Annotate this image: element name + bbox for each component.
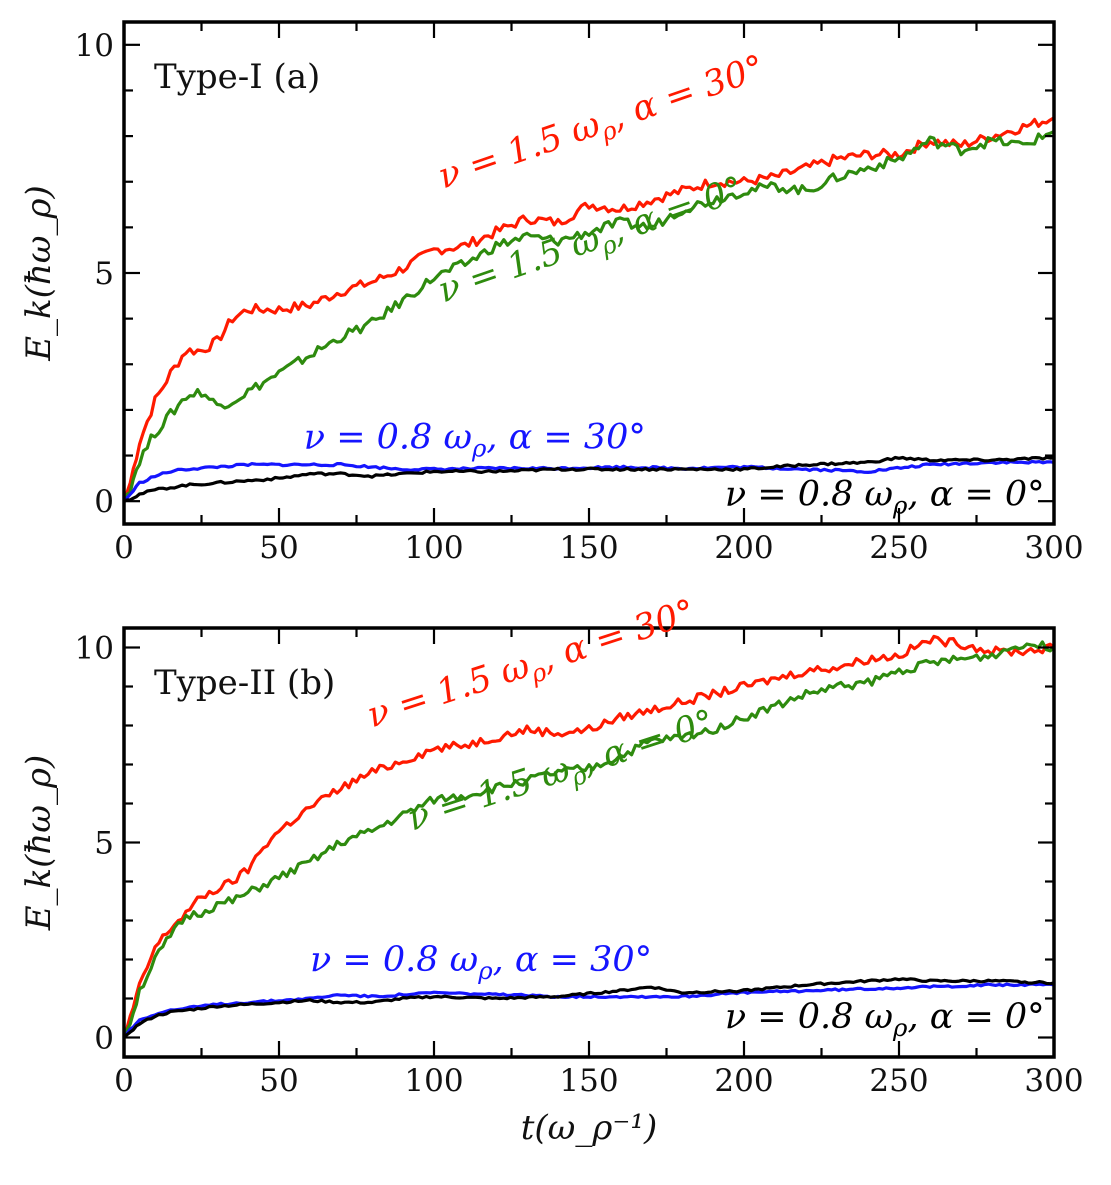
series-line-black [122, 977, 1055, 1039]
y-tick-label: 0 [94, 484, 114, 520]
x-tick-label: 200 [714, 1063, 773, 1099]
y-tick-label: 10 [75, 28, 114, 64]
x-axis-label: t(ω_ρ⁻¹) [521, 1108, 657, 1148]
series-annotation-green: ν = 1.5 ωρ, α = 0° [403, 702, 721, 844]
series-line-green [122, 130, 1055, 502]
x-tick-label: 250 [869, 1063, 928, 1099]
series-annotation-blue: ν = 0.8 ωρ, α = 30° [310, 940, 652, 985]
y-axis-label: E_k(ħω_ρ) [19, 755, 59, 932]
y-tick-label: 0 [94, 1021, 114, 1057]
series-annotation-blue: ν = 0.8 ωρ, α = 30° [304, 418, 646, 463]
x-tick-label: 150 [559, 1063, 618, 1099]
x-tick-label: 0 [114, 530, 134, 566]
series-line-red [122, 634, 1056, 1038]
x-tick-label: 300 [1024, 1063, 1083, 1099]
x-tick-label: 200 [714, 530, 773, 566]
y-tick-label: 5 [94, 256, 114, 292]
x-tick-label: 150 [559, 530, 618, 566]
x-tick-label: 300 [1024, 530, 1083, 566]
panel-type-i: 0 50 100 150 200 250 300 0 5 10 Type-I (a) E_k(ħω_ρ… [19, 20, 1084, 566]
x-tick-label: 50 [259, 530, 298, 566]
series-line-black [123, 455, 1055, 503]
series-line-green [122, 640, 1056, 1039]
x-tick-label: 250 [869, 530, 928, 566]
y-tick-label: 5 [94, 826, 114, 862]
y-axis-label: E_k(ħω_ρ) [19, 185, 59, 362]
series-annotation-black: ν = 0.8 ωρ, α = 0° [725, 475, 1045, 520]
x-tick-label: 100 [404, 1063, 463, 1099]
x-tick-label: 0 [114, 1063, 134, 1099]
panel-type-ii: 0 50 100 150 200 250 300 0 5 10 Type-II (b) E_k(ħω_… [19, 592, 1084, 1148]
series-annotation-black: ν = 0.8 ωρ, α = 0° [725, 997, 1045, 1042]
y-tick-label: 10 [75, 631, 114, 667]
series-annotation-green: ν = 1.5 ωρ, α = 0° [433, 169, 750, 316]
panel-title: Type-I (a) [154, 57, 320, 97]
x-tick-label: 50 [259, 1063, 298, 1099]
x-tick-label: 100 [404, 530, 463, 566]
panel-title: Type-II (b) [154, 663, 335, 703]
series-annotation-red: ν = 1.5 ωρ, α = 30° [362, 592, 701, 741]
